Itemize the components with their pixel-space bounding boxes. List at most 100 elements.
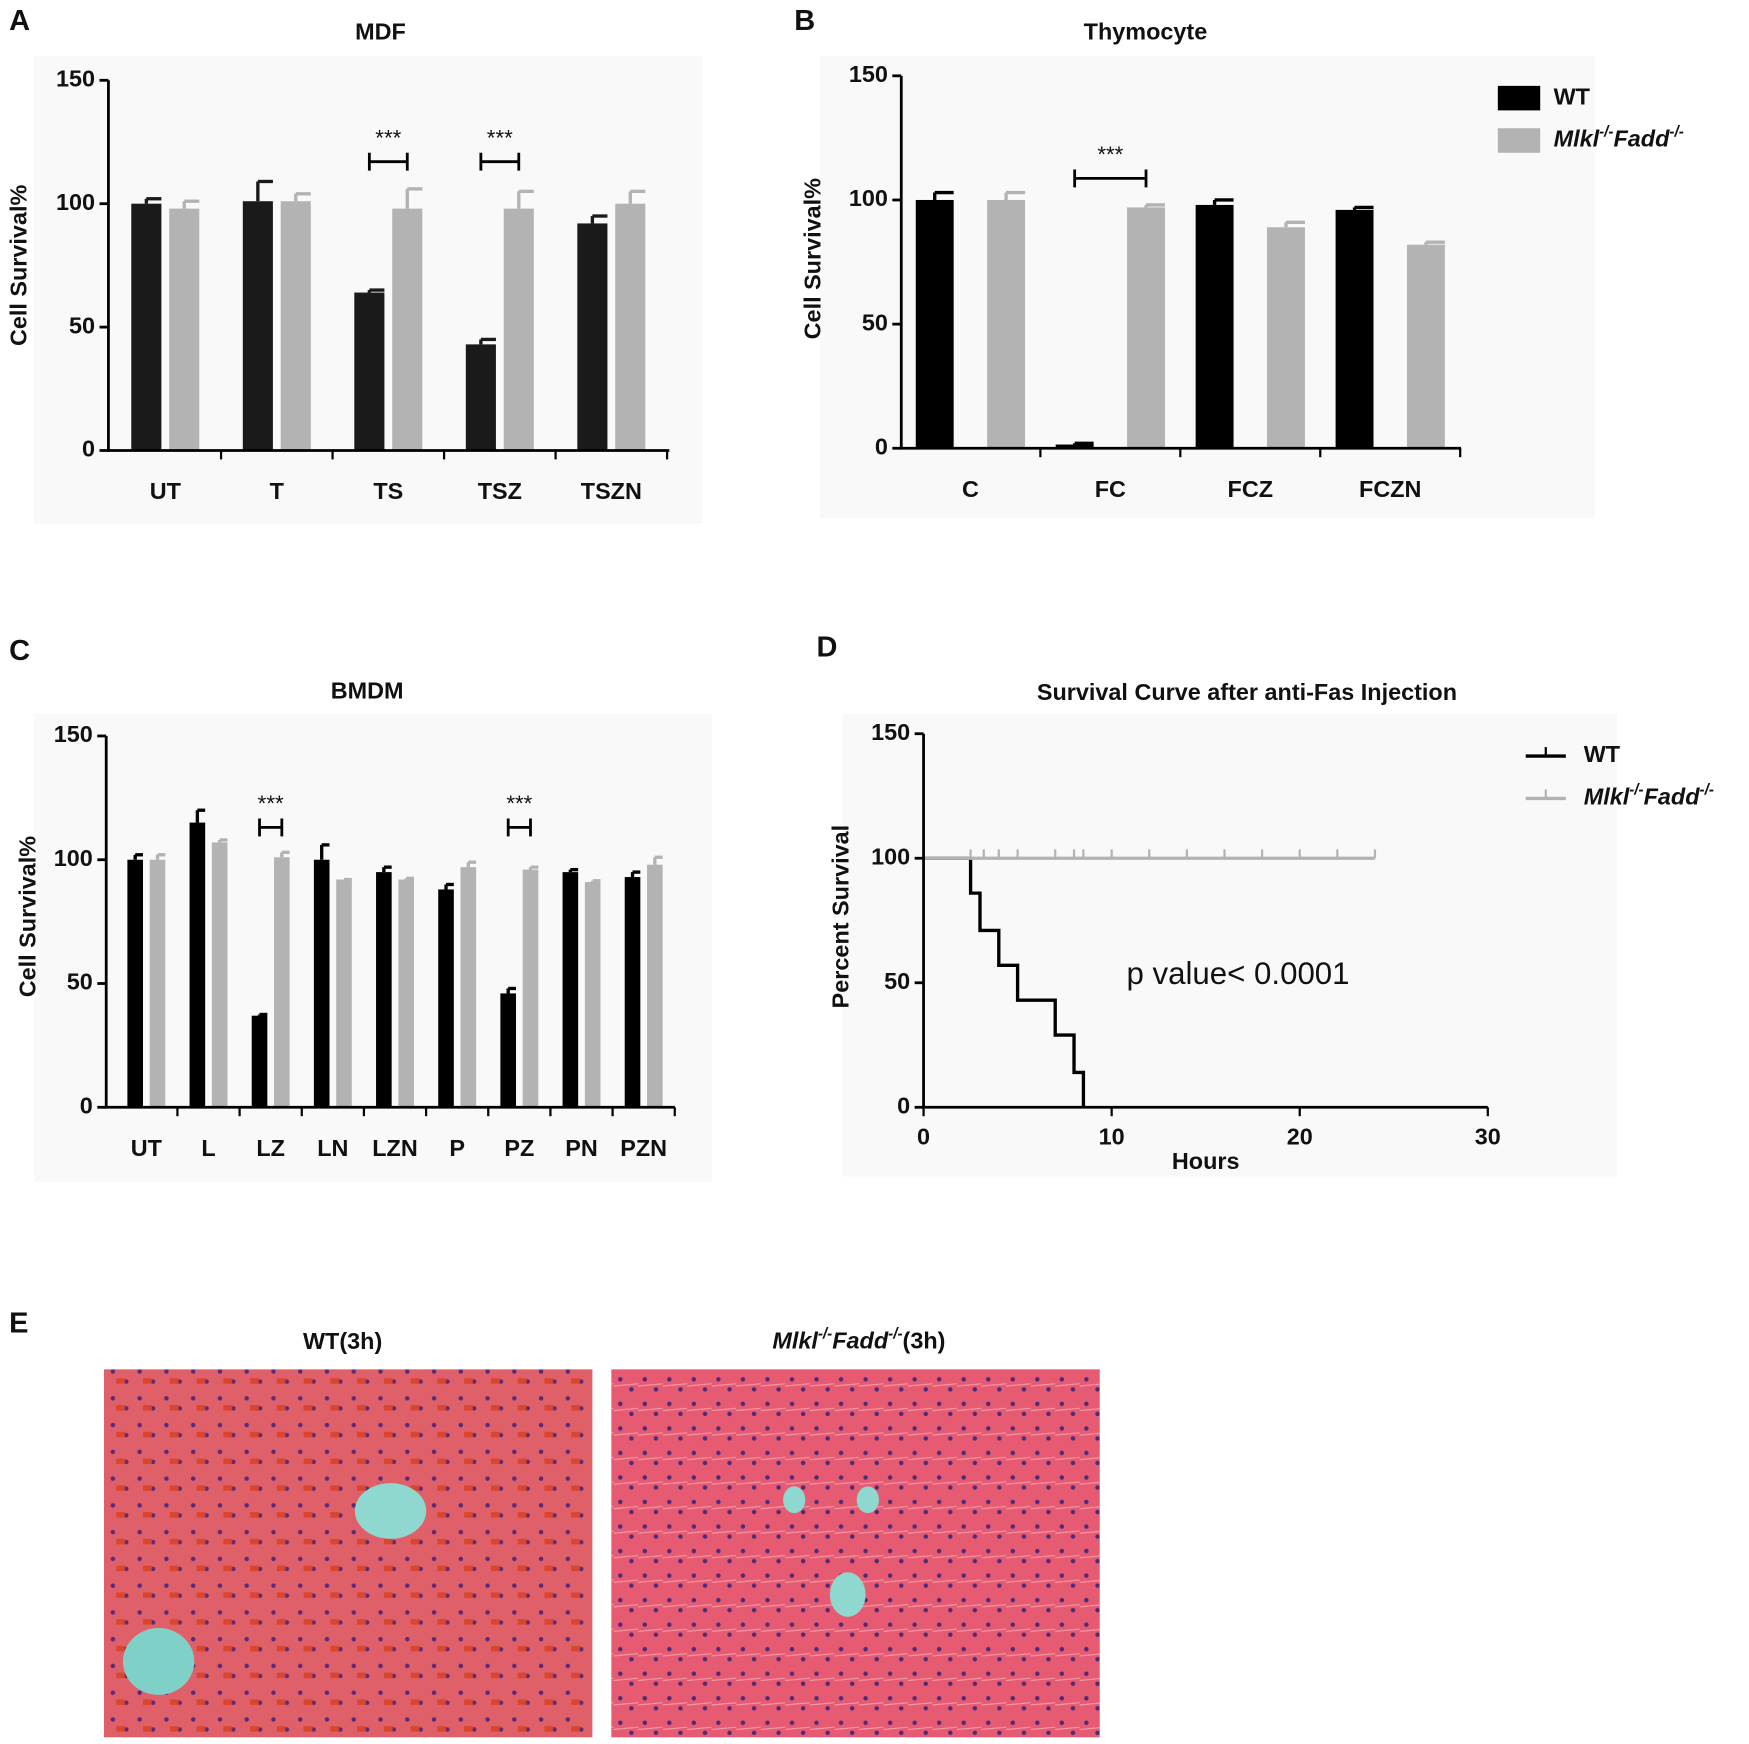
x-tick-label: P xyxy=(449,1135,465,1161)
x-tick-label: LN xyxy=(317,1135,348,1161)
y-axis-label: Cell Survival% xyxy=(6,185,32,347)
legend-label: WT xyxy=(1554,83,1591,109)
axes xyxy=(104,735,675,1109)
bar xyxy=(1335,209,1374,449)
bar xyxy=(465,344,496,451)
vessel xyxy=(354,1483,427,1539)
panel-label: E xyxy=(9,1307,28,1339)
vessel xyxy=(783,1486,806,1514)
x-tick-label: TSZN xyxy=(581,478,642,504)
vessel xyxy=(122,1628,195,1695)
bar xyxy=(376,872,392,1108)
x-tick-label: C xyxy=(962,476,979,502)
panel-bg xyxy=(842,713,1618,1177)
bar xyxy=(189,822,206,1108)
bar xyxy=(354,292,385,451)
survival-line xyxy=(923,856,1086,1108)
y-tick-label: 0 xyxy=(80,1092,93,1118)
legend-swatch xyxy=(1497,128,1541,153)
y-tick-label: 50 xyxy=(862,309,888,335)
panel-label: D xyxy=(817,632,838,664)
y-tick-label: 0 xyxy=(82,436,95,462)
bar xyxy=(242,201,273,451)
x-tick-label: FC xyxy=(1095,476,1126,502)
bar xyxy=(127,859,144,1108)
bar xyxy=(522,869,539,1108)
bar xyxy=(280,201,311,451)
x-tick-label: 10 xyxy=(1099,1124,1125,1150)
x-tick-label: T xyxy=(270,478,285,504)
bar xyxy=(562,872,579,1108)
bar xyxy=(392,208,423,451)
bar xyxy=(615,203,646,451)
significance-bracket xyxy=(479,152,521,171)
vessel xyxy=(829,1572,866,1617)
x-tick-label: FCZ xyxy=(1228,476,1274,502)
significance-label: *** xyxy=(258,791,284,816)
significance-bracket xyxy=(367,152,409,171)
bar xyxy=(398,879,414,1108)
bar xyxy=(503,208,534,451)
image-label: WT(3h) xyxy=(303,1328,382,1354)
x-tick-label: LZ xyxy=(256,1135,285,1161)
x-tick-label: UT xyxy=(131,1135,163,1161)
y-axis-label: Cell Survival% xyxy=(799,178,825,340)
significance-label: *** xyxy=(506,791,532,816)
bar xyxy=(1406,244,1445,449)
bar xyxy=(438,889,454,1108)
y-tick-label: 100 xyxy=(871,843,910,869)
x-tick-label: L xyxy=(201,1135,215,1161)
x-tick-label: TS xyxy=(373,478,403,504)
axes xyxy=(899,75,1462,450)
y-axis-label: Cell Survival% xyxy=(14,836,40,998)
bar xyxy=(1055,444,1094,449)
chart-title: BMDM xyxy=(331,678,404,704)
y-tick-label: 0 xyxy=(897,1092,910,1118)
x-tick-label: UT xyxy=(150,478,182,504)
significance-bracket xyxy=(1073,169,1148,188)
bar xyxy=(1195,204,1234,449)
y-tick-label: 150 xyxy=(56,65,95,91)
y-tick-label: 50 xyxy=(67,969,93,995)
panel-label: A xyxy=(9,5,30,37)
bar xyxy=(624,877,641,1108)
bar xyxy=(647,864,663,1108)
significance-label: *** xyxy=(1097,142,1123,167)
significance-label: *** xyxy=(375,125,401,150)
panel-label: C xyxy=(9,635,30,667)
bar xyxy=(313,859,330,1108)
legend-label: WT xyxy=(1584,741,1621,767)
bar xyxy=(987,199,1026,449)
bar xyxy=(274,857,290,1108)
chart-title: Thymocyte xyxy=(1084,19,1208,45)
x-tick-label: PZ xyxy=(504,1135,534,1161)
chart-title: Survival Curve after anti-Fas Injection xyxy=(1037,679,1457,705)
x-tick-label: PN xyxy=(565,1135,598,1161)
bar xyxy=(915,199,954,449)
x-tick-label: FCZN xyxy=(1359,476,1421,502)
y-tick-label: 100 xyxy=(54,845,93,871)
vessel xyxy=(856,1486,879,1514)
bar xyxy=(1267,227,1305,449)
y-tick-label: 50 xyxy=(69,312,95,338)
bar xyxy=(1127,207,1165,449)
panel-label: B xyxy=(794,5,815,37)
x-tick-label: 30 xyxy=(1475,1124,1501,1150)
axes xyxy=(922,733,1488,1109)
significance-bracket xyxy=(506,818,532,837)
legend-swatch xyxy=(1497,85,1541,111)
bar xyxy=(584,882,601,1108)
bar xyxy=(460,867,477,1108)
x-tick-label: LZN xyxy=(372,1135,418,1161)
x-tick-label: TSZ xyxy=(478,478,522,504)
x-axis-label: Hours xyxy=(1172,1148,1240,1174)
significance-label: *** xyxy=(487,125,513,150)
y-tick-label: 100 xyxy=(849,185,888,211)
y-tick-label: 100 xyxy=(56,189,95,215)
bar xyxy=(211,842,228,1108)
x-tick-label: 0 xyxy=(917,1124,930,1150)
x-tick-label: 20 xyxy=(1287,1124,1313,1150)
y-tick-label: 0 xyxy=(875,433,888,459)
axes xyxy=(107,80,670,452)
